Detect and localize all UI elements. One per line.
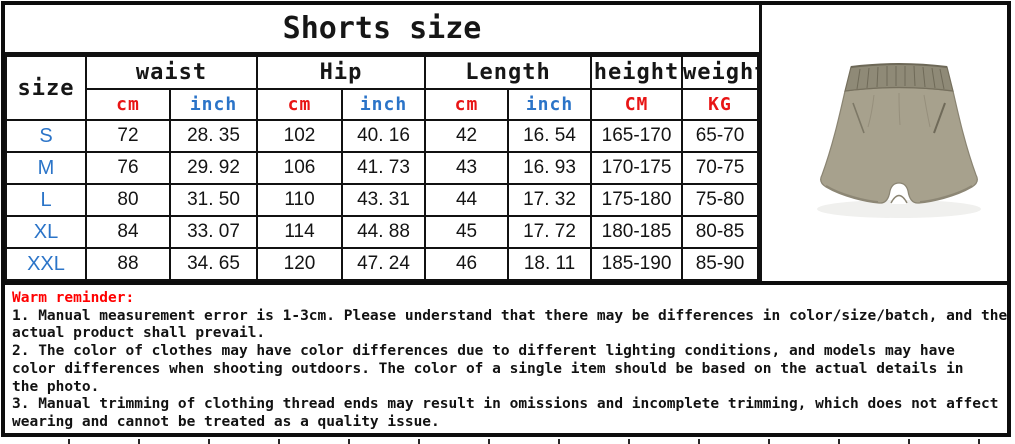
value-cell: 46 [424,247,510,281]
value-cell: 65-70 [681,119,759,153]
unit-header-waist-cm: cm [85,88,171,121]
value-cell: 45 [424,215,510,249]
value-cell: 165-170 [590,119,684,153]
reminder-line: 1. Manual measurement error is 1-3cm. Pl… [12,307,1008,324]
value-cell: 44. 88 [341,215,427,249]
size-cell: S [5,119,87,153]
unit-header-waist-inch: inch [168,88,259,121]
size-cell: XL [5,215,87,249]
value-cell: 80-85 [681,215,759,249]
unit-header-weight-kg: KG [681,88,759,121]
unit-header-length-cm: cm [424,88,510,121]
table-row: M 76 29. 92 106 41. 73 43 16. 93 170-175… [5,151,759,185]
value-cell: 170-175 [590,151,684,185]
value-cell: 175-180 [590,183,684,217]
page-title: Shorts size [5,5,759,55]
reminder-line: color differences when shooting outdoors… [12,360,964,377]
table-column: Shorts size size waist Hip Length height… [5,5,762,281]
value-cell: 31. 50 [168,183,259,217]
unit-header-hip-cm: cm [256,88,344,121]
table-row: XL 84 33. 07 114 44. 88 45 17. 72 180-18… [5,215,759,249]
value-cell: 33. 07 [168,215,259,249]
unit-header-length-inch: inch [507,88,593,121]
size-table: size waist Hip Length height weight cm i… [5,55,759,281]
column-header-height: height [590,55,684,90]
value-cell: 17. 72 [507,215,593,249]
value-cell: 42 [424,119,510,153]
column-header-waist: waist [84,55,259,90]
reminder-line: 2. The color of clothes may have color d… [12,343,955,360]
value-cell: 44 [424,183,510,217]
size-cell: M [5,151,87,185]
table-area: Shorts size size waist Hip Length height… [5,5,1007,285]
unit-header-height-cm: CM [590,88,684,121]
value-cell: 114 [256,215,344,249]
product-photo-cell [762,5,1007,281]
column-header-hip: Hip [256,55,427,90]
reminder-line: wearing and cannot be treated as a quali… [12,413,440,430]
warm-reminder-section: Warm reminder: 1. Manual measurement err… [5,285,1007,433]
table-row: XXL 88 34. 65 120 47. 24 46 18. 11 185-1… [5,247,759,281]
size-cell: L [5,183,87,217]
value-cell: 76 [85,151,171,185]
value-cell: 72 [85,119,171,153]
size-cell: XXL [5,247,87,281]
value-cell: 84 [85,215,171,249]
column-header-length: Length [424,55,593,90]
value-cell: 180-185 [590,215,684,249]
value-cell: 43 [424,151,510,185]
value-cell: 43. 31 [341,183,427,217]
khaki-shorts-photo [817,63,981,218]
value-cell: 29. 92 [168,151,259,185]
value-cell: 16. 93 [507,151,593,185]
reminder-line: 3. Manual trimming of clothing thread en… [12,396,999,413]
warm-reminder-heading: Warm reminder: [12,290,135,306]
table-row: L 80 31. 50 110 43. 31 44 17. 32 175-180… [5,183,759,217]
chart-sheet: Shorts size size waist Hip Length height… [1,1,1011,437]
value-cell: 34. 65 [168,247,259,281]
value-cell: 80 [85,183,171,217]
value-cell: 75-80 [681,183,759,217]
value-cell: 106 [256,151,344,185]
value-cell: 88 [85,247,171,281]
column-header-weight: weight [681,55,759,90]
cropped-table-edge [0,439,1015,444]
value-cell: 47. 24 [341,247,427,281]
corner-header-size: size [5,55,87,121]
value-cell: 185-190 [590,247,684,281]
table-row: S 72 28. 35 102 40. 16 42 16. 54 165-170… [5,119,759,153]
value-cell: 40. 16 [341,119,427,153]
value-cell: 110 [256,183,344,217]
unit-header-hip-inch: inch [341,88,427,121]
value-cell: 120 [256,247,344,281]
value-cell: 41. 73 [341,151,427,185]
value-cell: 28. 35 [168,119,259,153]
reminder-line: the photo. [12,378,100,395]
value-cell: 18. 11 [507,247,593,281]
value-cell: 85-90 [681,247,759,281]
value-cell: 102 [256,119,344,153]
value-cell: 70-75 [681,151,759,185]
reminder-line: actual product shall prevail. [12,325,266,342]
value-cell: 16. 54 [507,119,593,153]
value-cell: 17. 32 [507,183,593,217]
